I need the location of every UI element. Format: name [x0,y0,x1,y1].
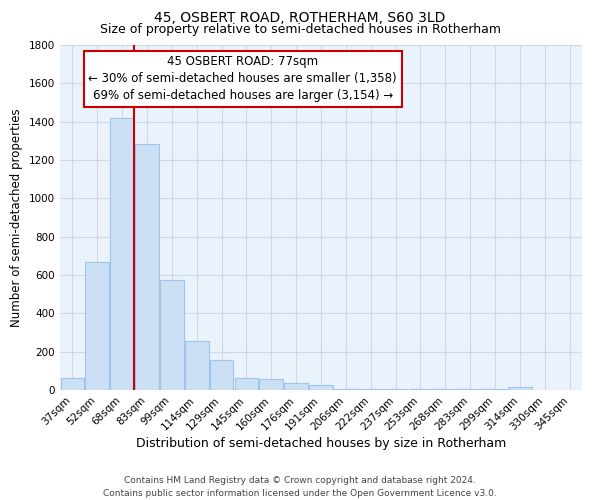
Y-axis label: Number of semi-detached properties: Number of semi-detached properties [10,108,23,327]
Bar [85,262,109,390]
Text: Size of property relative to semi-detached houses in Rotherham: Size of property relative to semi-detach… [100,22,500,36]
Bar [508,387,532,390]
Bar [458,389,482,390]
Bar [384,389,407,390]
Bar [185,341,209,390]
Text: 45, OSBERT ROAD, ROTHERHAM, S60 3LD: 45, OSBERT ROAD, ROTHERHAM, S60 3LD [154,11,446,25]
Bar [135,144,159,390]
X-axis label: Distribution of semi-detached houses by size in Rotherham: Distribution of semi-detached houses by … [136,438,506,450]
Bar [433,389,457,390]
Text: 45 OSBERT ROAD: 77sqm
← 30% of semi-detached houses are smaller (1,358)
69% of s: 45 OSBERT ROAD: 77sqm ← 30% of semi-deta… [88,56,397,102]
Bar [309,385,333,390]
Bar [61,378,84,390]
Bar [110,118,134,390]
Bar [359,389,383,390]
Bar [409,389,432,390]
Bar [235,378,258,390]
Bar [334,389,358,390]
Bar [483,389,507,390]
Bar [210,360,233,390]
Text: Contains HM Land Registry data © Crown copyright and database right 2024.
Contai: Contains HM Land Registry data © Crown c… [103,476,497,498]
Bar [160,280,184,390]
Bar [259,378,283,390]
Bar [284,384,308,390]
